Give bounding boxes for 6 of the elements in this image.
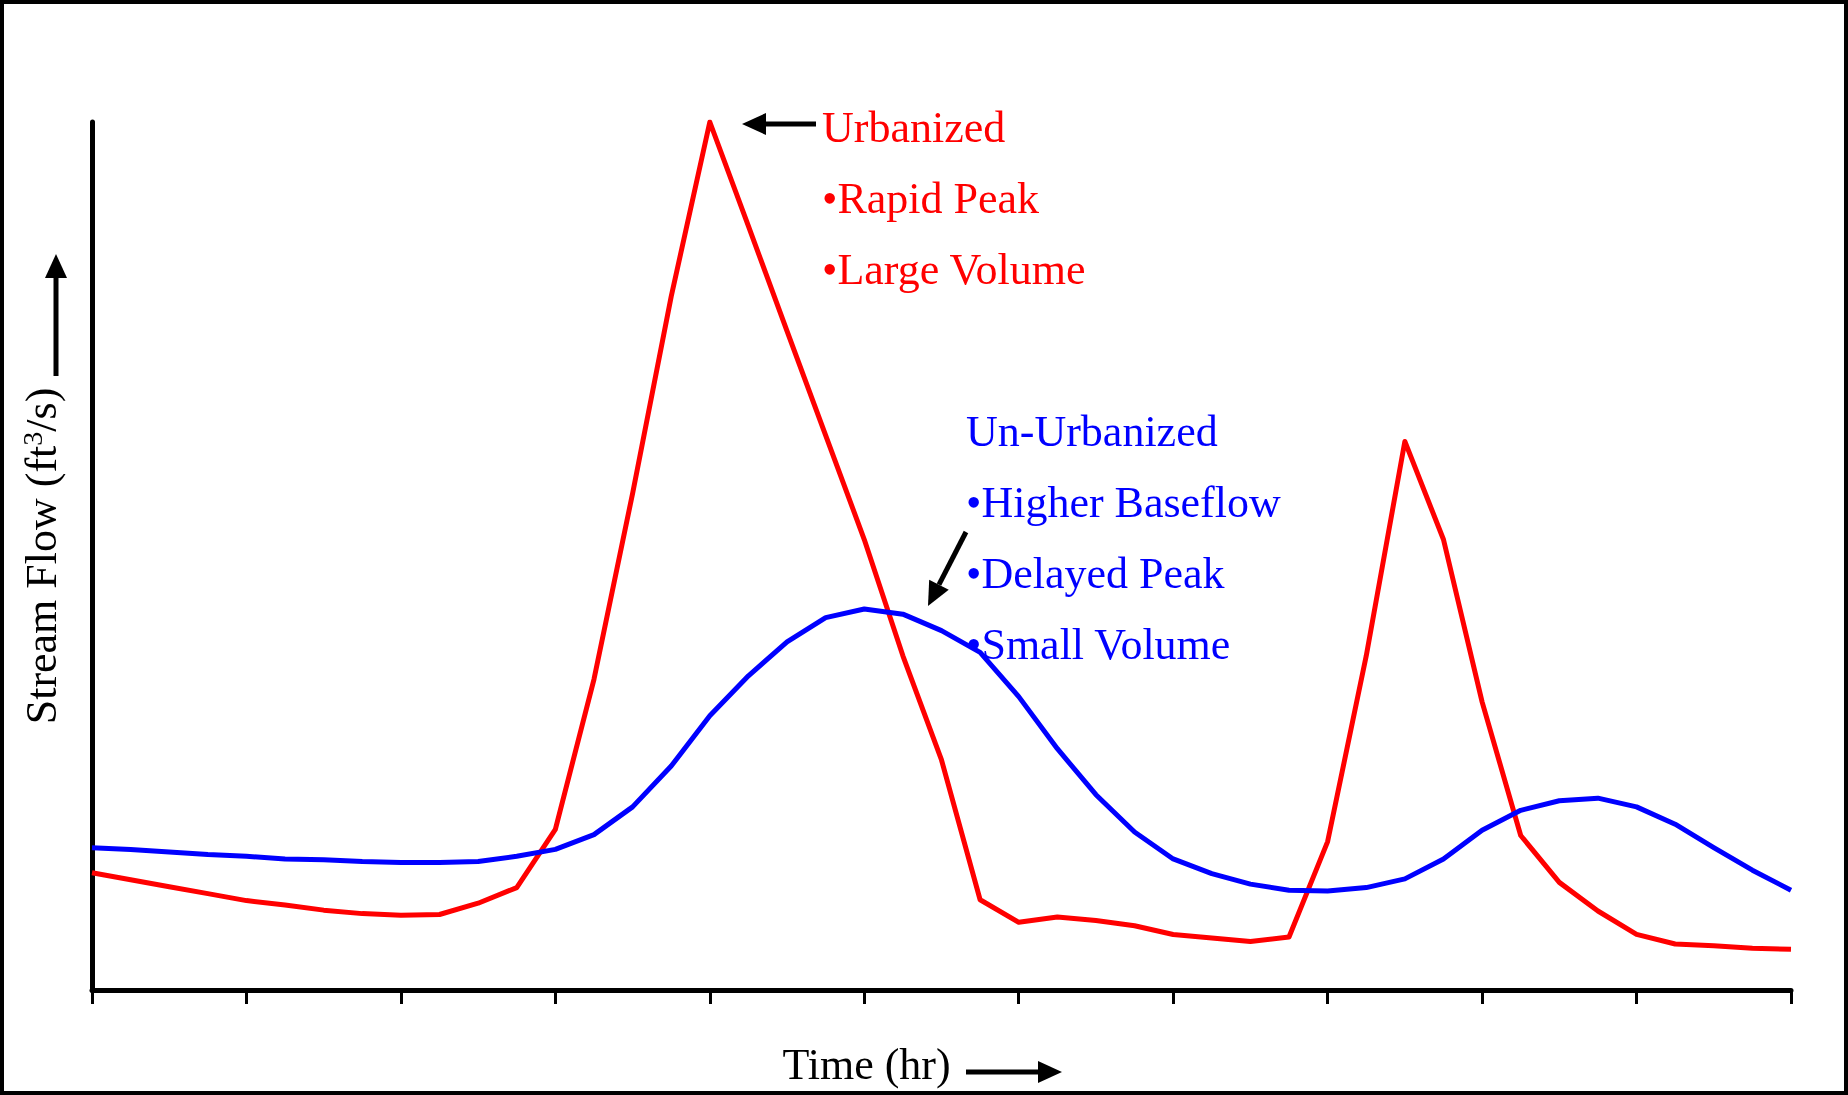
x-axis-title: Time (hr) [782, 1039, 951, 1089]
text: Un-Urbanized [966, 407, 1218, 456]
text: Urbanized [822, 103, 1006, 152]
annotation: •Rapid Peak •Large Volume [822, 174, 1086, 294]
annotation: •Higher Baseflow •Delayed Peak •Small Volume [966, 478, 1281, 669]
y-axis-title: Stream Flow (ft3/s) [16, 387, 66, 725]
